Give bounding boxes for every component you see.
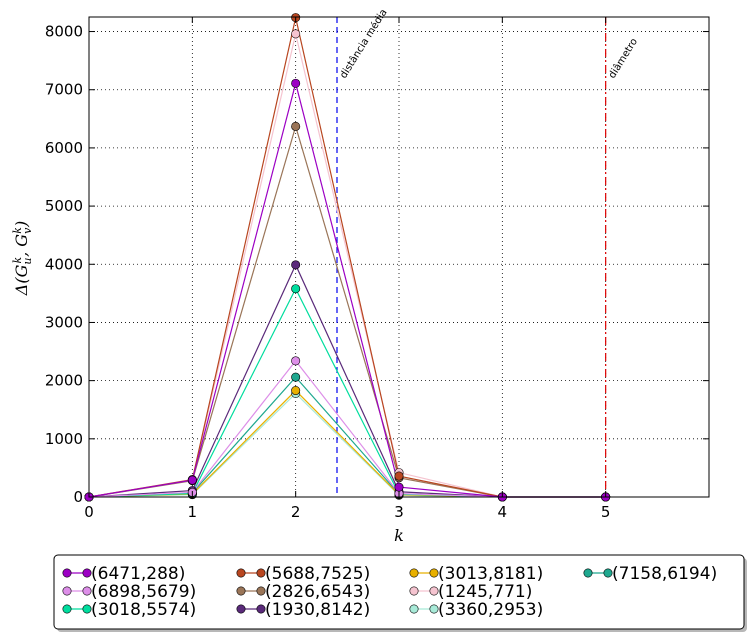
series-line [88,376,606,498]
y-tick-label: 2000 [45,372,83,390]
legend-marker [583,568,593,578]
y-tick-label: 5000 [45,197,83,215]
legend-marker [62,604,72,614]
y-axis-label-part: v [21,227,34,234]
x-tick-label: 3 [394,503,404,521]
series-line [88,17,606,498]
data-point [187,475,197,485]
legend-label: (6898,5679) [91,582,196,602]
y-axis-label-part: , G [12,234,31,257]
legend: (6471,288)(6898,5679)(3018,5574) (5688,75… [53,554,747,632]
legend-label: (2826,6543) [265,582,370,602]
y-axis-label-part: ) [12,221,31,228]
legend-marker [62,586,72,596]
series-line [88,287,606,498]
x-tick-label: 2 [291,503,301,521]
x-tick-label: 1 [188,503,198,521]
axis-ticks: 0 1 2 3 4 5 0 1000 2000 3000 4000 5000 6000 7000 8000 [45,17,709,521]
legend-marker [429,568,439,578]
legend-marker [409,586,419,596]
y-tick-label: 6000 [45,139,83,157]
legend-label: (3018,5574) [91,600,196,620]
data-point [291,29,301,39]
legend-label: (3013,8181) [438,564,543,584]
data-point [291,121,301,131]
y-tick-label: 4000 [45,255,83,273]
x-tick-label: 0 [84,503,94,521]
legend-label: (6471,288) [91,564,185,584]
data-point [291,260,301,270]
y-tick-label: 0 [73,488,83,506]
data-point [291,284,301,294]
y-tick-label: 1000 [45,430,83,448]
data-point [394,471,404,481]
legend-marker [429,586,439,596]
legend-marker [82,604,92,614]
legend-marker [256,568,266,578]
legend-marker [603,568,613,578]
y-axis-label-part: Δ(G [12,264,31,296]
y-tick-label: 7000 [45,81,83,99]
legend-marker [82,586,92,596]
legend-label: (1930,8142) [265,600,370,620]
reference-line-label: distância média [337,7,389,81]
x-tick-label: 5 [601,503,611,521]
y-tick-label: 3000 [45,313,83,331]
legend-label: (5688,7525) [265,564,370,584]
legend-marker [429,604,439,614]
data-point [291,356,301,366]
legend-marker [256,586,266,596]
legend-label: (1245,771) [438,582,532,602]
legend-entries: (6471,288)(6898,5679)(3018,5574) (5688,75… [62,564,717,620]
series-line [88,359,606,498]
y-axis-label: Δ(Guk, Gvk) [11,221,34,296]
y-axis-label-part: u [21,258,34,265]
y-axis-label-part: k [11,257,24,264]
series-line [88,263,606,498]
data-point [291,78,301,88]
data-point [394,482,404,492]
legend-marker [62,568,72,578]
legend-marker [409,604,419,614]
legend-marker [256,604,266,614]
data-point [291,372,301,382]
legend-label: (3360,2953) [438,600,543,620]
legend-label: (7158,6194) [612,564,717,584]
legend-marker [82,568,92,578]
plot-series [84,13,611,502]
x-tick-label: 4 [498,503,508,521]
x-axis-label: k [394,526,404,545]
y-tick-label: 8000 [45,23,83,41]
grid-lines [88,17,709,498]
legend-marker [236,604,246,614]
data-point [291,386,301,396]
legend-frame [53,554,745,630]
legend-marker [236,586,246,596]
series-line [88,124,606,498]
legend-marker [409,568,419,578]
reference-line-label: diâmetro [606,36,640,81]
legend-marker [236,568,246,578]
y-axis-label-part: k [11,227,24,234]
series-line [88,392,606,498]
